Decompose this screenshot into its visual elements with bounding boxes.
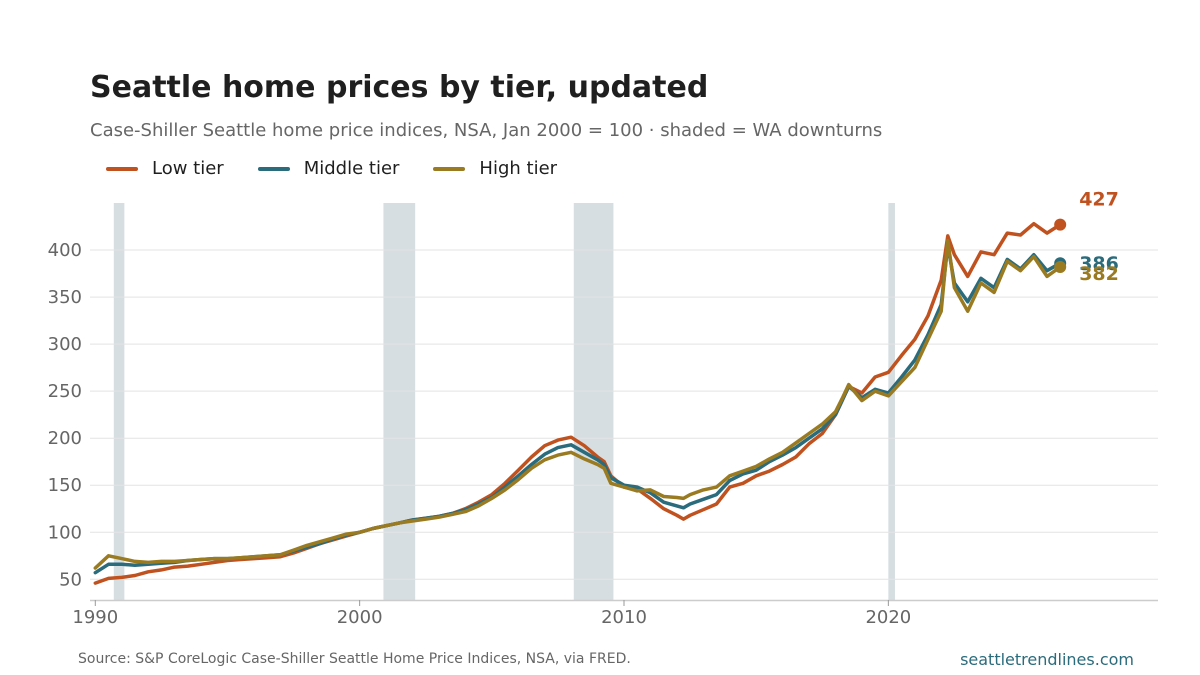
series-end-label-2: 382 [1079,263,1119,285]
series-end-label-1: 386 [1079,253,1119,275]
site-link[interactable]: seattletrendlines.com [960,650,1134,669]
x-tick-label-1990: 1990 [72,607,118,628]
source-note: Source: S&P CoreLogic Case-Shiller Seatt… [78,651,631,667]
y-tick-label-350: 350 [48,287,82,308]
y-tick-label-200: 200 [48,428,82,449]
legend-swatch-low [106,167,138,171]
y-tick-label-300: 300 [48,334,82,355]
chart-subtitle: Case-Shiller Seattle home price indices,… [90,120,883,141]
downturn-band-1 [383,203,416,600]
y-tick-label-100: 100 [48,522,82,543]
x-tick-label-2010: 2010 [601,607,647,628]
series-end-label-0: 427 [1079,189,1119,211]
downturn-band-0 [113,203,125,600]
y-tick-label-400: 400 [48,240,82,261]
legend-item-high[interactable]: High tier [433,157,557,181]
legend-item-low[interactable]: Low tier [106,157,224,181]
axes: 50 100 150 200 250 300 350 400 1990 2000 2010 2020 [48,240,1158,628]
gridlines [90,249,1158,580]
chart-title: Seattle home prices by tier, updated [90,70,709,105]
downturn-band-2 [573,203,614,600]
y-tick-label-150: 150 [48,475,82,496]
chart-legend: Low tier Middle tier High tier [106,157,557,181]
series-lines [93,218,1067,585]
y-tick-label-250: 250 [48,381,82,402]
x-tick-label-2000: 2000 [337,607,383,628]
series-line-0 [93,221,1062,585]
x-tick-label-2020: 2020 [865,607,911,628]
series-end-dot-0 [1054,218,1067,231]
series-line-2 [93,238,1062,570]
shaded-periods [113,203,895,600]
legend-swatch-high [433,167,466,171]
legend-label-high: High tier [479,158,558,179]
downturn-band-3 [888,203,895,600]
legend-label-low: Low tier [152,158,224,179]
legend-item-middle[interactable]: Middle tier [257,157,400,181]
legend-label-middle: Middle tier [303,158,400,179]
y-tick-label-50: 50 [59,569,82,590]
legend-swatch-middle [257,167,290,171]
series-end-dot-2 [1054,260,1067,273]
